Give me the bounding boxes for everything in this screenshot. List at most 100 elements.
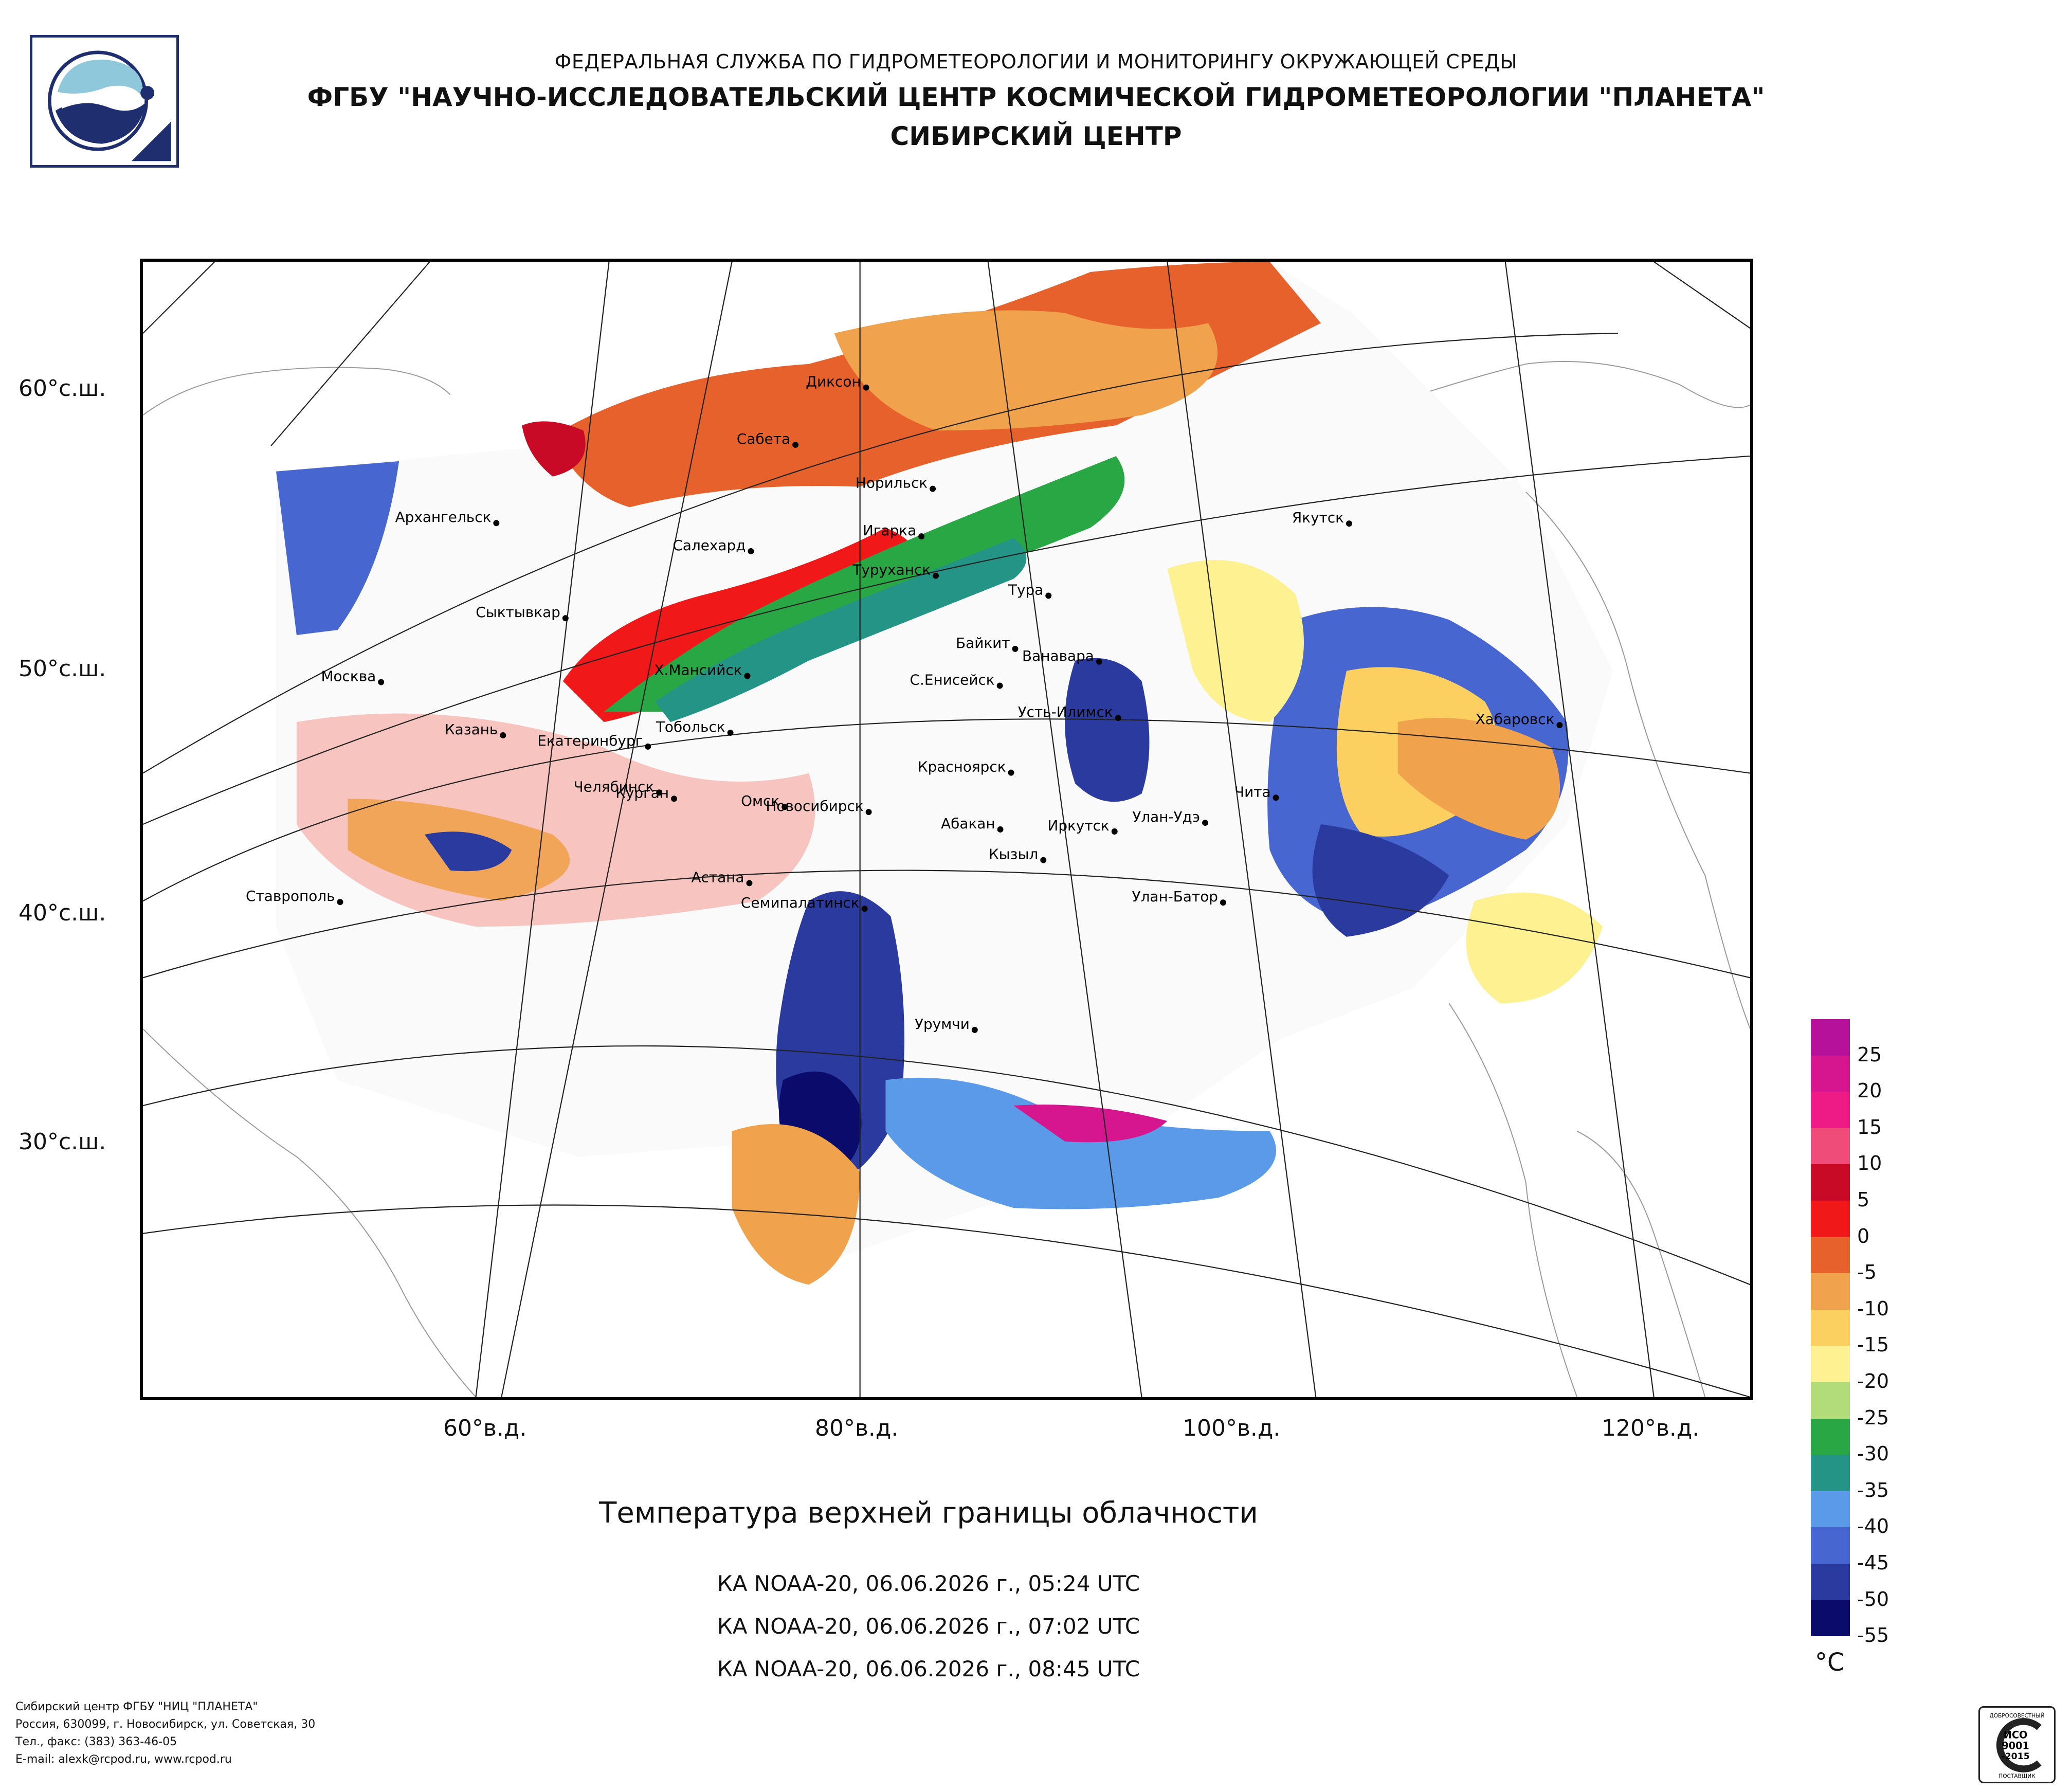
legend-tick-label: -40: [1857, 1515, 1889, 1538]
footer-email[interactable]: E-mail: alexk@rcpod.ru, www.rcpod.ru: [15, 1753, 232, 1766]
city-markers: Диксон Сабета Норильск Игарка Архангельск Сал…: [246, 373, 1563, 1033]
legend-swatch: [1811, 1491, 1850, 1528]
pass-1: КА NOAA-20, 06.06.2026 г., 05:24 UTC: [717, 1571, 1140, 1596]
map-canvas: Диксон Сабета Норильск Игарка Архангельск Сал…: [143, 262, 1750, 1397]
city-dot: [1556, 722, 1563, 729]
city-label: Диксон: [806, 373, 861, 390]
legend-unit: °C: [1815, 1648, 1845, 1677]
city-marker[interactable]: Улан-Удэ: [1132, 808, 1209, 826]
city-marker[interactable]: С.Енисейск: [910, 672, 1003, 689]
city-marker[interactable]: Урумчи: [915, 1016, 978, 1033]
legend-swatch: [1811, 1382, 1850, 1419]
lon-label-100: 100°в.д.: [1183, 1415, 1281, 1441]
cert-year-text: -2015: [2002, 1751, 2030, 1762]
city-marker[interactable]: Астана: [691, 869, 753, 887]
city-label: Игарка: [863, 522, 916, 539]
satellite-map[interactable]: Диксон Сабета Норильск Игарка Архангельск Сал…: [140, 259, 1753, 1400]
cert-9001-text: 9001: [2002, 1740, 2029, 1752]
city-marker[interactable]: Байкит: [956, 635, 1019, 652]
city-marker[interactable]: Архангельск: [395, 509, 500, 527]
city-label: Кызыл: [989, 846, 1038, 863]
city-dot: [1115, 715, 1121, 721]
city-label: Ставрополь: [246, 888, 335, 904]
city-marker[interactable]: Семипалатинск: [741, 894, 868, 912]
city-marker[interactable]: Сыктывкар: [476, 604, 569, 622]
city-label: Улан-Удэ: [1132, 808, 1200, 825]
city-marker[interactable]: Курган: [615, 784, 678, 802]
city-marker[interactable]: Диксон: [806, 373, 869, 391]
legend-swatch: [1811, 1092, 1850, 1128]
city-dot: [746, 880, 753, 887]
city-dot: [562, 615, 569, 622]
city-marker[interactable]: Ванавара: [1022, 647, 1102, 665]
legend-tick-label: -10: [1857, 1297, 1889, 1320]
city-label: Салехард: [673, 537, 746, 554]
city-dot: [1096, 658, 1102, 665]
city-label: Норильск: [856, 475, 928, 492]
legend-swatch: [1811, 1128, 1850, 1165]
city-marker[interactable]: Чита: [1234, 783, 1279, 801]
city-marker[interactable]: Усть-Илимск: [1018, 703, 1121, 721]
legend-swatch: [1811, 1309, 1850, 1346]
city-marker[interactable]: Якутск: [1292, 509, 1352, 527]
city-dot: [1111, 828, 1118, 835]
lon-label-60: 60°в.д.: [443, 1415, 527, 1441]
city-label: Чита: [1234, 783, 1271, 800]
legend-tick-label: -50: [1857, 1587, 1889, 1611]
city-marker[interactable]: Омск: [741, 792, 788, 810]
city-label: Хабаровск: [1476, 711, 1555, 728]
city-marker[interactable]: Кызыл: [989, 846, 1047, 863]
city-marker[interactable]: Х.Мансийск: [654, 662, 751, 679]
lat-label-40: 40°с.ш.: [19, 900, 106, 926]
footer-contacts: Сибирский центр ФГБУ "НИЦ "ПЛАНЕТА" Росс…: [15, 1698, 315, 1768]
city-marker[interactable]: Челябинск: [574, 778, 663, 796]
city-marker[interactable]: Хабаровск: [1476, 711, 1563, 729]
city-marker[interactable]: Казань: [445, 721, 506, 738]
map-title: Температура верхней границы облачности: [599, 1496, 1258, 1530]
legend-tick-label: -30: [1857, 1442, 1889, 1466]
legend-tick-label: 15: [1857, 1115, 1882, 1138]
city-marker[interactable]: Москва: [321, 668, 385, 685]
city-label: Туруханск: [852, 562, 931, 578]
city-label: Сабета: [737, 430, 790, 447]
city-marker[interactable]: Екатеринбург: [537, 732, 651, 750]
cloud-imagery: [276, 262, 1613, 1285]
city-marker[interactable]: Тобольск: [656, 718, 734, 736]
city-marker[interactable]: Абакан: [941, 815, 1004, 833]
city-marker[interactable]: Ставрополь: [246, 888, 343, 906]
city-label: Тобольск: [656, 718, 725, 735]
legend-swatch: [1811, 1019, 1850, 1056]
legend-swatch: [1811, 1200, 1850, 1237]
city-marker[interactable]: Игарка: [863, 522, 925, 540]
city-marker[interactable]: Красноярск: [918, 758, 1014, 776]
city-marker[interactable]: Новосибирск: [766, 798, 872, 816]
graticule: [143, 262, 1750, 1397]
footer-org: Сибирский центр ФГБУ "НИЦ "ПЛАНЕТА": [15, 1700, 258, 1713]
city-marker[interactable]: Сабета: [737, 430, 799, 448]
city-dot: [971, 1026, 978, 1033]
city-marker[interactable]: Салехард: [673, 537, 754, 554]
planeta-logo-icon: [47, 50, 171, 161]
city-dot: [645, 743, 651, 750]
color-legend: [1811, 1019, 1850, 1637]
legend-tick-label: -25: [1857, 1406, 1889, 1429]
city-dot: [997, 826, 1004, 833]
footer-phone: Тел., факс: (383) 363-46-05: [15, 1735, 177, 1748]
city-dot: [863, 384, 869, 391]
legend-swatch: [1811, 1164, 1850, 1201]
city-marker[interactable]: Туруханск: [852, 562, 939, 579]
legend-tick-label: -55: [1857, 1624, 1889, 1647]
city-label: Новосибирск: [766, 798, 863, 815]
legend-tick-label: -45: [1857, 1551, 1889, 1574]
city-label: Казань: [445, 721, 498, 738]
city-label: Москва: [321, 668, 376, 685]
city-marker[interactable]: Норильск: [856, 475, 936, 492]
city-dot: [1012, 645, 1019, 652]
city-marker[interactable]: Иркутск: [1047, 817, 1118, 835]
legend-swatch: [1811, 1346, 1850, 1382]
iso-badge-icon: ДОБРОСОВЕСТНЫЙ ИСО 9001 -2015 ПОСТАВЩИК: [1990, 1712, 2045, 1779]
city-marker[interactable]: Тура: [1008, 582, 1052, 599]
city-label: Урумчи: [915, 1016, 970, 1033]
city-dot: [337, 899, 343, 906]
city-marker[interactable]: Улан-Батор: [1132, 888, 1226, 906]
